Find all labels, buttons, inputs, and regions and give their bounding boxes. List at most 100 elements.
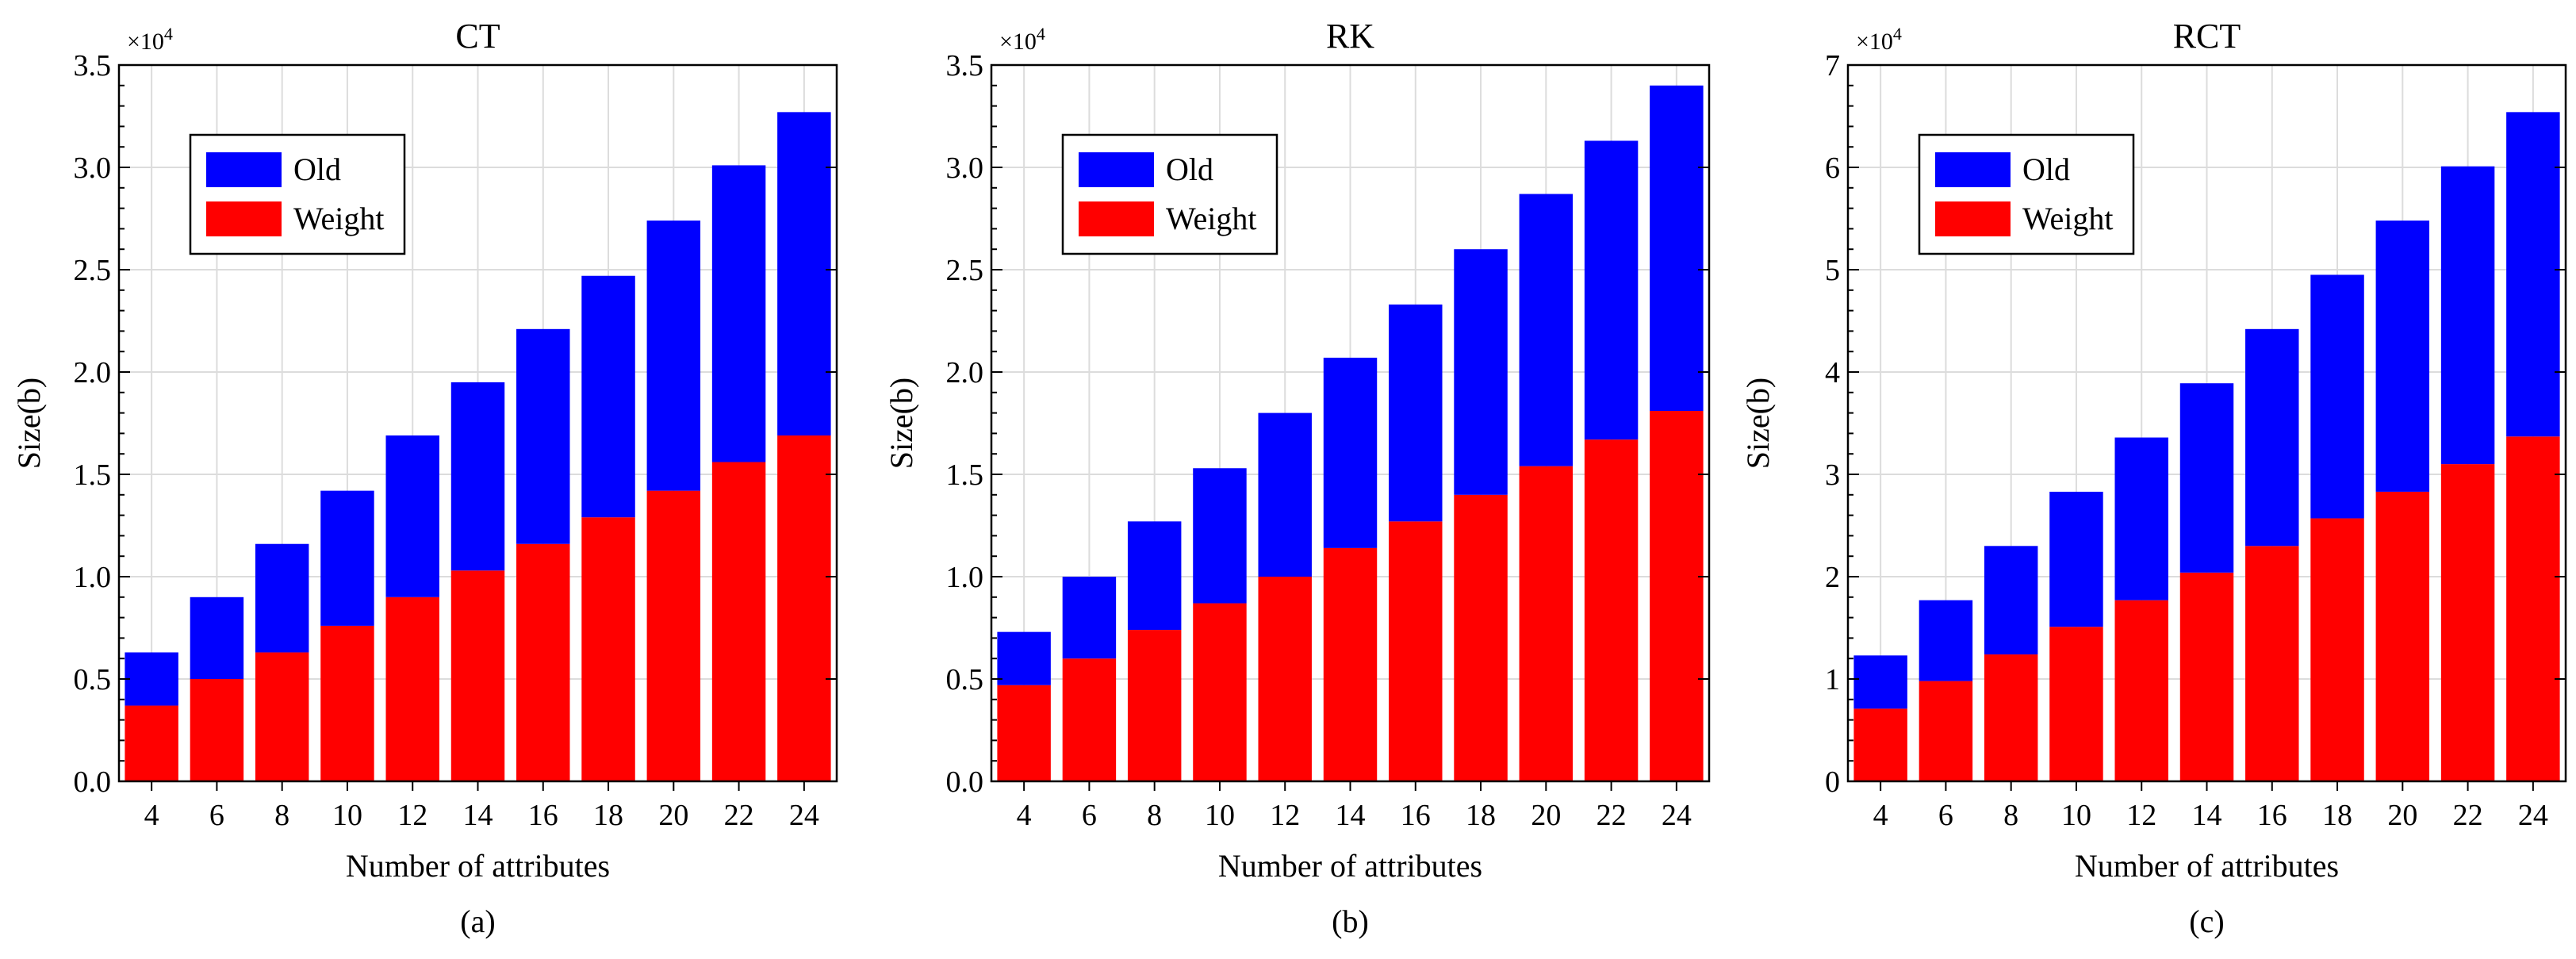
y-tick-label: 2 — [1825, 561, 1840, 594]
x-tick-label: 16 — [528, 799, 558, 832]
legend-swatch-weight — [1079, 201, 1154, 236]
y-tick-label: 3.0 — [74, 152, 112, 185]
bar-old-18 — [1454, 249, 1508, 495]
bar-old-24 — [1650, 85, 1704, 412]
bar-weight-6 — [1062, 658, 1117, 781]
bar-old-4 — [125, 652, 178, 706]
x-tick-label: 12 — [2126, 799, 2156, 832]
y-tick-label: 3.5 — [946, 49, 984, 82]
y-tick-label: 2.0 — [946, 356, 984, 389]
bar-weight-4 — [997, 685, 1051, 781]
legend-swatch-old — [1079, 152, 1154, 187]
x-tick-label: 20 — [2387, 799, 2417, 832]
bar-weight-22 — [2440, 464, 2495, 781]
x-tick-label: 4 — [1017, 799, 1032, 832]
bar-weight-8 — [1127, 630, 1182, 781]
legend-label-weight: Weight — [293, 201, 385, 236]
legend: Old Weight — [1061, 133, 1278, 255]
bar-old-18 — [581, 275, 635, 518]
bar-weight-20 — [1519, 466, 1574, 781]
x-tick-label: 18 — [593, 799, 623, 832]
x-tick-label: 18 — [2322, 799, 2352, 832]
x-tick-label: 16 — [1401, 799, 1431, 832]
legend-label-old: Old — [293, 152, 341, 187]
legend: Old Weight — [1918, 133, 2135, 255]
chart-title: RCT — [2173, 17, 2241, 56]
x-tick-label: 4 — [1873, 799, 1888, 832]
legend-label-weight: Weight — [2022, 201, 2114, 236]
bar-weight-18 — [1454, 494, 1508, 781]
x-tick-label: 8 — [1147, 799, 1162, 832]
x-tick-label: 18 — [1466, 799, 1496, 832]
bar-weight-4 — [125, 705, 178, 781]
bar-old-10 — [320, 490, 374, 626]
legend-label-old: Old — [2022, 152, 2070, 187]
bar-old-12 — [1258, 412, 1312, 577]
y-axis-label: Size(b) — [1740, 378, 1776, 470]
y-tick-label: 7 — [1825, 49, 1840, 82]
bar-weight-12 — [385, 596, 439, 781]
bar-old-10 — [2049, 491, 2103, 627]
x-axis-label: Number of attributes — [346, 848, 610, 884]
x-tick-label: 14 — [463, 799, 493, 832]
bar-weight-22 — [1584, 439, 1639, 781]
y-tick-label: 0.5 — [946, 663, 984, 696]
legend-label-old: Old — [1166, 152, 1213, 187]
y-tick-label: 0 — [1825, 765, 1840, 799]
x-axis-label: Number of attributes — [1218, 848, 1482, 884]
bar-weight-10 — [320, 625, 374, 781]
x-tick-label: 24 — [1662, 799, 1692, 832]
x-tick-label: 14 — [1336, 799, 1366, 832]
y-tick-label: 3 — [1825, 458, 1840, 492]
bar-weight-20 — [646, 490, 701, 781]
bar-weight-24 — [2506, 436, 2560, 781]
y-multiplier: ×104 — [127, 24, 173, 55]
legend-swatch-weight — [206, 201, 282, 236]
bar-old-18 — [2310, 274, 2364, 519]
y-tick-label: 0.5 — [74, 663, 112, 696]
y-tick-label: 5 — [1825, 254, 1840, 287]
y-tick-label: 3.0 — [946, 152, 984, 185]
y-tick-label: 2.0 — [74, 356, 112, 389]
bar-old-10 — [1193, 468, 1247, 604]
bar-old-6 — [1062, 577, 1117, 659]
bar-old-20 — [1519, 194, 1574, 466]
x-tick-label: 22 — [2453, 799, 2483, 832]
y-tick-label: 2.5 — [74, 254, 112, 287]
y-tick-label: 0.0 — [946, 765, 984, 799]
panel-caption: (a) — [460, 903, 495, 939]
x-tick-label: 10 — [2061, 799, 2091, 832]
bar-weight-4 — [1853, 708, 1907, 781]
x-tick-label: 8 — [274, 799, 289, 832]
x-tick-label: 14 — [2192, 799, 2222, 832]
bar-weight-6 — [1919, 681, 1973, 781]
bar-weight-24 — [777, 435, 831, 781]
x-tick-label: 6 — [209, 799, 224, 832]
bar-weight-16 — [516, 543, 570, 781]
x-tick-label: 10 — [1205, 799, 1235, 832]
bar-weight-16 — [2245, 546, 2299, 781]
bar-old-12 — [2114, 437, 2168, 600]
x-tick-label: 16 — [2257, 799, 2287, 832]
bar-weight-8 — [1984, 654, 2038, 781]
chart-panel-ct: 0.0 0.5 1.0 1.5 2.0 2.5 3.0 3.5 4 6 8 10 12 14 16 18 20 2… — [11, 17, 838, 939]
x-tick-label: 4 — [144, 799, 159, 832]
y-tick-label: 1.5 — [74, 458, 112, 492]
y-tick-label: 6 — [1825, 152, 1840, 185]
panel-caption: (b) — [1332, 903, 1369, 939]
bar-weight-12 — [2114, 600, 2168, 781]
x-tick-label: 22 — [724, 799, 754, 832]
bar-weight-14 — [1323, 547, 1378, 781]
bar-weight-8 — [255, 652, 309, 781]
bar-old-8 — [1984, 546, 2038, 655]
bar-weight-24 — [1650, 411, 1704, 781]
bar-weight-16 — [1389, 521, 1443, 781]
bar-old-8 — [255, 543, 309, 653]
y-axis-label: Size(b) — [11, 378, 47, 470]
bar-old-4 — [1853, 655, 1907, 709]
bar-weight-18 — [581, 517, 635, 781]
x-tick-label: 20 — [1531, 799, 1561, 832]
y-tick-label: 4 — [1825, 356, 1840, 389]
x-tick-label: 24 — [2518, 799, 2548, 832]
